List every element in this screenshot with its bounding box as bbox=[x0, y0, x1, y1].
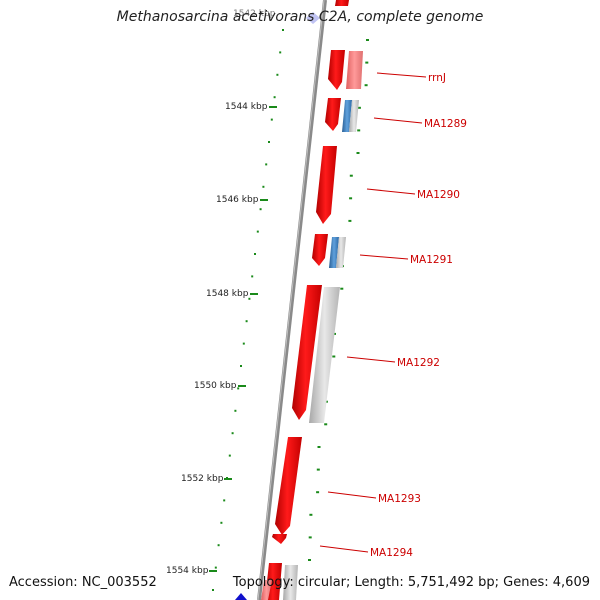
gene-label-rrnJ[interactable]: rrnJ bbox=[428, 72, 446, 84]
blast-hit-MA1291[interactable] bbox=[329, 237, 339, 268]
label-line-MA1291 bbox=[359, 254, 409, 260]
label-line-MA1292 bbox=[346, 356, 396, 363]
gene-label-MA1290[interactable]: MA1290 bbox=[417, 189, 460, 201]
gene-label-MA1292[interactable]: MA1292 bbox=[397, 357, 440, 369]
genome-summary-text: Topology: circular; Length: 5,751,492 bp… bbox=[232, 575, 590, 590]
gene-label-MA1293[interactable]: MA1293 bbox=[378, 493, 421, 505]
label-line-rrnJ bbox=[376, 72, 427, 78]
label-line-MA1290 bbox=[366, 188, 416, 195]
ruler-dotted-line bbox=[212, 29, 284, 591]
no-hit-MA1292[interactable] bbox=[309, 287, 340, 423]
ruler-label: 1554 kbp bbox=[166, 566, 209, 576]
blast-hit-MA1289[interactable] bbox=[342, 100, 352, 132]
accession-text: Accession: NC_003552 bbox=[9, 575, 157, 590]
ruler-label: 1544 kbp bbox=[225, 102, 268, 112]
cds-feature-MA1293[interactable] bbox=[275, 437, 302, 535]
gene-label-MA1289[interactable]: MA1289 bbox=[424, 118, 467, 130]
no-hit-MA1291[interactable] bbox=[336, 237, 346, 268]
gene-label-MA1294[interactable]: MA1294 bbox=[370, 547, 413, 559]
ruler-label: 1552 kbp bbox=[181, 474, 224, 484]
ruler-label: 1546 kbp bbox=[216, 195, 259, 205]
cds-feature-MA1289[interactable] bbox=[325, 98, 341, 131]
rrna-feature-rrnJ[interactable] bbox=[328, 50, 345, 90]
origin-marker-icon bbox=[306, 12, 320, 24]
genome-backbone bbox=[257, 0, 327, 600]
cds-feature-MA1292[interactable] bbox=[292, 285, 322, 420]
cds-feature-MA1290[interactable] bbox=[316, 146, 337, 224]
gene-label-lines bbox=[319, 72, 427, 553]
genome-backbone-highlight bbox=[257, 0, 325, 600]
no-hit-feature[interactable] bbox=[283, 565, 298, 600]
no-hit-MA1289[interactable] bbox=[349, 100, 359, 132]
ruler-label: 1548 kbp bbox=[206, 289, 249, 299]
label-line-MA1293 bbox=[327, 491, 377, 499]
ruler-ticks bbox=[209, 106, 277, 572]
ruler-label-top: 1542 kbp bbox=[233, 9, 276, 19]
label-line-MA1289 bbox=[373, 117, 423, 124]
rrna-feature-rrnJ-pink[interactable] bbox=[346, 51, 363, 89]
blast-hit-feature[interactable] bbox=[235, 593, 247, 600]
ruler-label: 1550 kbp bbox=[194, 381, 237, 391]
cds-feature[interactable] bbox=[335, 0, 349, 6]
rrna-feature[interactable] bbox=[261, 580, 272, 600]
cds-feature-MA1294[interactable] bbox=[272, 534, 287, 544]
map-title: Methanosarcina acetivorans C2A, complete… bbox=[116, 9, 484, 25]
cds-feature-MA1291[interactable] bbox=[312, 234, 328, 266]
label-line-MA1294 bbox=[319, 545, 369, 553]
gene-label-MA1291[interactable]: MA1291 bbox=[410, 254, 453, 266]
